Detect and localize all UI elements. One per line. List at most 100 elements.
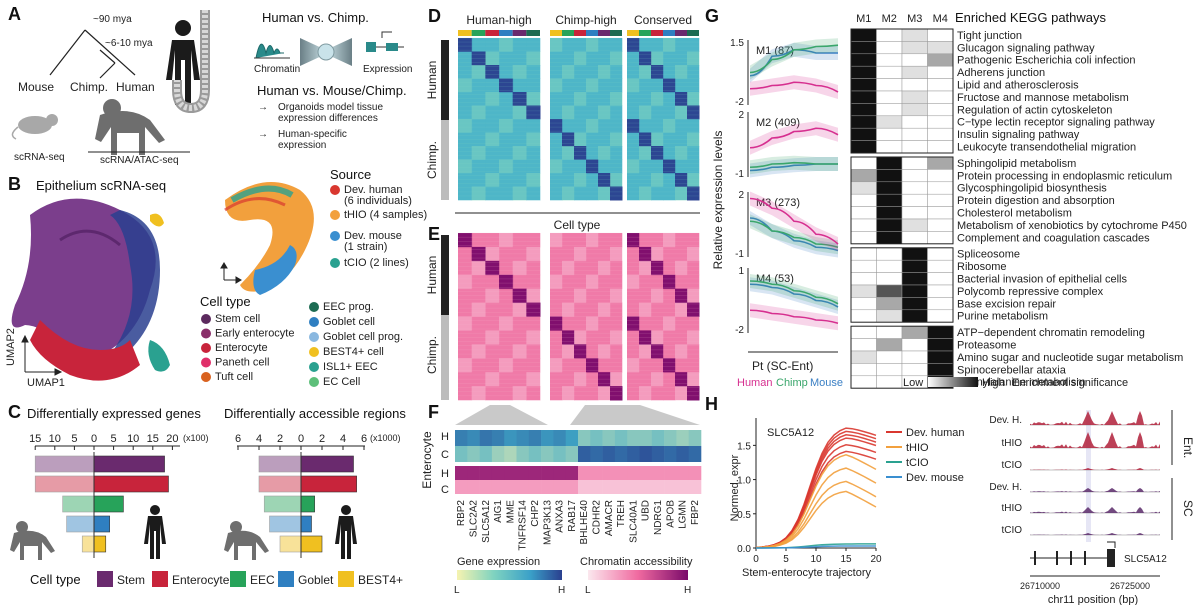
deg-tick-label: 5 — [111, 433, 117, 445]
heatmap-cell — [687, 105, 700, 120]
heatmap-cell — [610, 274, 623, 290]
kegg-cell — [927, 169, 954, 183]
kegg-pathway-label: Glucagon signaling pathway — [957, 42, 1095, 54]
heatmap-cell — [485, 38, 500, 52]
heatmap-cell — [550, 186, 563, 201]
acc-cell-human — [479, 466, 493, 480]
heatmap-cell — [663, 186, 676, 201]
heatmap-cell — [675, 92, 688, 106]
kegg-cell — [927, 206, 954, 220]
kegg-cell — [850, 325, 877, 339]
heatmap-cell — [512, 65, 527, 79]
module-ytick-top: 1 — [738, 266, 744, 277]
heatmap-cell — [651, 260, 664, 276]
heatmap-cell — [610, 51, 623, 66]
acc-cell-chimp — [664, 480, 677, 494]
heatmap-cell — [485, 51, 500, 66]
accessibility-track — [1030, 533, 1160, 535]
dar-tick-label: 6 — [361, 433, 367, 445]
celltype-band — [471, 30, 486, 36]
legend-label: Stem — [117, 573, 145, 587]
heatmap-cell — [675, 146, 688, 160]
module-ytick-top: 2 — [738, 190, 744, 201]
heatmap-cell — [586, 372, 599, 387]
celltype-band — [627, 30, 639, 36]
expr-cell-chimp — [565, 446, 579, 462]
human-row-bar-e — [441, 235, 449, 315]
heatmap-cell — [471, 92, 486, 106]
kegg-cell — [876, 325, 903, 339]
h-xtick-label: 20 — [870, 554, 882, 565]
heatmap-cell — [687, 159, 700, 174]
celltype-color-legend: Stem Enterocyte EEC Goblet BEST4+ — [97, 571, 403, 587]
heatmap-cell — [512, 233, 527, 248]
module-trajectory-line — [749, 197, 839, 245]
mouse-label: Mouse — [18, 80, 54, 94]
expr-cell-human — [455, 430, 468, 446]
deg-bar-human — [93, 495, 124, 513]
heatmap-cell — [550, 316, 563, 331]
heatmap-cell — [586, 146, 599, 160]
gene-label: SLC2A2 — [468, 500, 479, 538]
heatmap-cell — [639, 372, 652, 387]
kegg-col-header: M4 — [933, 13, 948, 25]
heatmap-cell — [598, 386, 611, 401]
gene-label: SLC5A12 — [481, 500, 492, 543]
acc-cell-human — [504, 466, 517, 480]
module-trajectory-line — [749, 44, 839, 74]
expr-cell-human — [602, 430, 616, 446]
module-trajectory-line — [749, 280, 839, 305]
expression-label: Expression — [363, 64, 412, 75]
kegg-pathway-label: Tight junction — [957, 30, 1022, 42]
heatmap-cell — [562, 51, 575, 66]
celltype-band — [458, 30, 472, 36]
kegg-cell — [850, 338, 877, 352]
heatmap-cell — [471, 344, 486, 359]
heatmap-cell — [485, 246, 500, 262]
accessibility-track — [1030, 411, 1160, 425]
h-series-line — [755, 450, 877, 549]
heatmap-cell — [586, 274, 599, 290]
kegg-cell — [927, 28, 954, 42]
heatmap-cell — [586, 186, 599, 201]
expr-cell-human — [479, 430, 493, 446]
heatmap-cell — [458, 173, 473, 187]
heatmap-cell — [458, 105, 473, 120]
kegg-group-border — [850, 28, 954, 154]
source-legend-title: Source — [330, 167, 371, 182]
celltype-label: Goblet cell prog. — [323, 331, 403, 343]
legend-chimp: Chimp — [776, 377, 808, 389]
kegg-cell — [850, 309, 877, 323]
heatmap-cell — [458, 51, 473, 66]
kegg-pathway-label: Amino sugar and nucleotide sugar metabol… — [957, 352, 1183, 364]
heatmap-cell — [639, 132, 652, 147]
heatmap-cell — [550, 386, 563, 401]
heatmap-cell — [639, 78, 652, 93]
kegg-cell — [927, 78, 954, 92]
celltype-label: Enterocyte — [215, 342, 268, 354]
heatmap-cell — [574, 288, 587, 304]
celltype-band — [663, 30, 675, 36]
umap1-label: UMAP1 — [27, 377, 65, 389]
gene-label: MME — [505, 500, 516, 524]
kegg-cell — [901, 115, 928, 129]
kegg-group-border — [850, 325, 954, 389]
kegg-cell — [901, 309, 928, 323]
heatmap-cell — [639, 358, 652, 373]
heatmap-cell — [562, 119, 575, 133]
celltype-label-d: Cell type — [554, 218, 601, 232]
umap-title: Epithelium scRNA-seq — [36, 178, 166, 193]
heatmap-cell — [512, 132, 527, 147]
kegg-cell — [901, 65, 928, 79]
heatmap-cell — [562, 358, 575, 373]
panel-g: Relative expression levels 1.5-2M1 (87)2… — [711, 10, 1187, 389]
kegg-cell — [850, 350, 877, 364]
heatmap-cell — [586, 233, 599, 248]
celltype-band — [512, 30, 527, 36]
track-label: tHIO — [1001, 438, 1022, 449]
gene-label: SLC40A1 — [628, 500, 639, 543]
heatmap-cell — [627, 186, 640, 201]
heatmap-cell — [458, 302, 473, 317]
heatmap-cell — [471, 358, 486, 373]
heatmap-cell — [627, 260, 640, 276]
